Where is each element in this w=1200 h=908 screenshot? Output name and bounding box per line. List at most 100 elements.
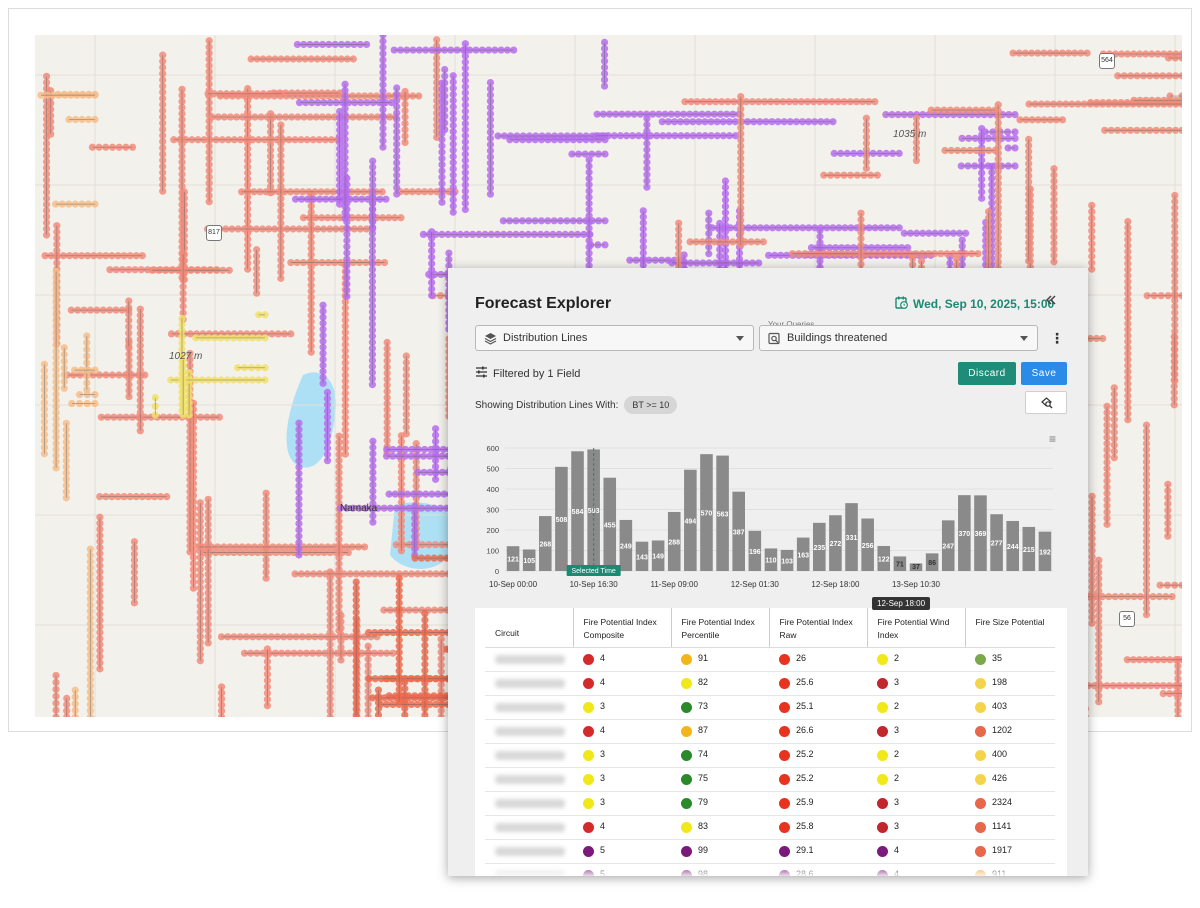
metric-value: 4: [600, 653, 606, 664]
status-dot: [877, 677, 888, 689]
table-row[interactable]: 3 79 25.9 3 2324: [485, 791, 1055, 816]
status-dot: [681, 653, 692, 665]
metric-cell: 198: [965, 671, 1055, 696]
metric-cell: 3: [867, 791, 965, 816]
road-shield: 564: [1099, 53, 1115, 69]
query-select-value: Buildings threatened: [787, 332, 888, 344]
line-hex-segment: [52, 267, 60, 276]
line-hex-segment: [148, 266, 156, 274]
metric-cell: 29.1: [769, 839, 867, 864]
metric-cell: 25.2: [769, 743, 867, 768]
metric-cell: 3: [867, 719, 965, 744]
table-row[interactable]: 3 75 25.2 2 426: [485, 767, 1055, 792]
column-header-fpi-raw[interactable]: Fire Potential Index Raw: [768, 608, 867, 648]
table-row[interactable]: 4 87 26.6 3 1202: [485, 719, 1055, 744]
discard-button[interactable]: Discard: [958, 362, 1016, 385]
line-hex-segment: [130, 599, 139, 607]
table-row[interactable]: 4 91 26 2 35: [485, 647, 1055, 672]
chevron-down-icon: [1020, 336, 1028, 341]
status-dot: [681, 821, 692, 833]
metric-value: 2: [894, 701, 900, 712]
status-dot: [779, 677, 790, 689]
table-row[interactable]: 4 82 25.6 3 198: [485, 671, 1055, 696]
bar-value-label: 256: [862, 543, 874, 550]
redacted-circuit-name: [495, 799, 565, 809]
metric-cell: 4: [573, 719, 671, 744]
table-row[interactable]: 3 73 25.1 2 403: [485, 695, 1055, 720]
circuit-table: Circuit Fire Potential Index Composite F…: [485, 608, 1055, 876]
line-hex-segment: [600, 82, 609, 90]
table-row[interactable]: 5 99 29.1 4 1917: [485, 839, 1055, 864]
table-row[interactable]: 4 83 25.8 3 1141: [485, 815, 1055, 840]
line-hex-segment: [445, 249, 453, 257]
circuit-name-cell: [485, 671, 573, 696]
metric-cell: 4: [867, 839, 965, 864]
line-hex-segment: [159, 51, 167, 59]
metric-cell: 400: [965, 743, 1055, 768]
forecast-date[interactable]: Wed, Sep 10, 2025, 15:00: [895, 296, 1054, 312]
filter-chip[interactable]: BT >= 10: [624, 396, 678, 414]
metric-value: 3: [894, 725, 900, 736]
bar-value-label: 494: [685, 518, 697, 525]
bar-value-label: 331: [846, 535, 858, 542]
metric-value: 25.1: [796, 701, 814, 712]
metric-cell: 25.9: [769, 791, 867, 816]
bar-value-label: 455: [604, 522, 616, 529]
column-header-wind-index[interactable]: Fire Potential Wind Index: [866, 608, 965, 648]
circuit-name-cell: [485, 719, 573, 744]
status-dot: [877, 749, 888, 761]
status-dot: [583, 653, 594, 665]
status-dot: [681, 773, 692, 785]
metric-value: 26: [796, 653, 807, 664]
filter-summary[interactable]: Filtered by 1 Field: [475, 366, 580, 381]
metric-cell: 75: [671, 767, 769, 792]
more-options-icon[interactable]: ⋮: [1050, 330, 1064, 346]
save-button[interactable]: Save: [1021, 362, 1067, 385]
circuit-name-cell: [485, 647, 573, 672]
y-tick-label: 0: [495, 567, 499, 576]
status-dot: [583, 773, 594, 785]
status-dot: [975, 797, 986, 809]
map-town-label: Namaka: [340, 503, 378, 514]
query-select[interactable]: Buildings threatened: [759, 325, 1038, 351]
bar-value-label: 196: [749, 549, 761, 556]
line-hex-segment: [253, 246, 261, 254]
line-hex-segment: [91, 200, 99, 208]
column-header-circuit[interactable]: Circuit: [485, 608, 573, 648]
metric-value: 198: [992, 677, 1008, 688]
double-chevron-left-icon: [1045, 295, 1056, 305]
line-hex-segment: [91, 399, 99, 408]
x-tick-label: 13-Sep 10:30: [892, 580, 941, 589]
line-hex-segment: [192, 334, 200, 342]
metric-cell: 26: [769, 647, 867, 672]
layer-select[interactable]: Distribution Lines: [475, 325, 754, 351]
map-query-tool-button[interactable]: [1025, 391, 1067, 414]
table-row[interactable]: 3 74 25.2 2 400: [485, 743, 1055, 768]
column-header-fpi-percentile[interactable]: Fire Potential Index Percentile: [670, 608, 769, 648]
status-dot: [975, 701, 986, 713]
metric-value: 25.2: [796, 773, 814, 784]
metric-cell: 2324: [965, 791, 1055, 816]
status-dot: [779, 701, 790, 713]
metric-value: 2324: [992, 797, 1013, 808]
metric-value: 3: [894, 797, 900, 808]
metric-cell: 91: [671, 647, 769, 672]
metric-cell: 3: [573, 767, 671, 792]
line-hex-segment: [91, 366, 99, 374]
metric-value: 4: [600, 677, 606, 688]
metric-value: 4: [600, 725, 606, 736]
bar-value-label: 288: [668, 539, 680, 546]
line-hex-segment: [180, 188, 188, 196]
collapse-panel-button[interactable]: [1045, 293, 1057, 311]
metric-value: 99: [698, 845, 709, 856]
y-tick-label: 300: [486, 506, 499, 515]
chevron-down-icon: [736, 336, 744, 341]
column-header-fire-size[interactable]: Fire Size Potential: [964, 608, 1055, 648]
metric-value: 1141: [992, 821, 1012, 832]
map-elevation-label: 1035 m: [893, 129, 927, 140]
redacted-circuit-name: [495, 751, 565, 761]
column-header-fpi-composite[interactable]: Fire Potential Index Composite: [572, 608, 671, 648]
status-dot: [975, 845, 986, 857]
metric-value: 3: [600, 749, 606, 760]
metric-cell: 3: [867, 815, 965, 840]
